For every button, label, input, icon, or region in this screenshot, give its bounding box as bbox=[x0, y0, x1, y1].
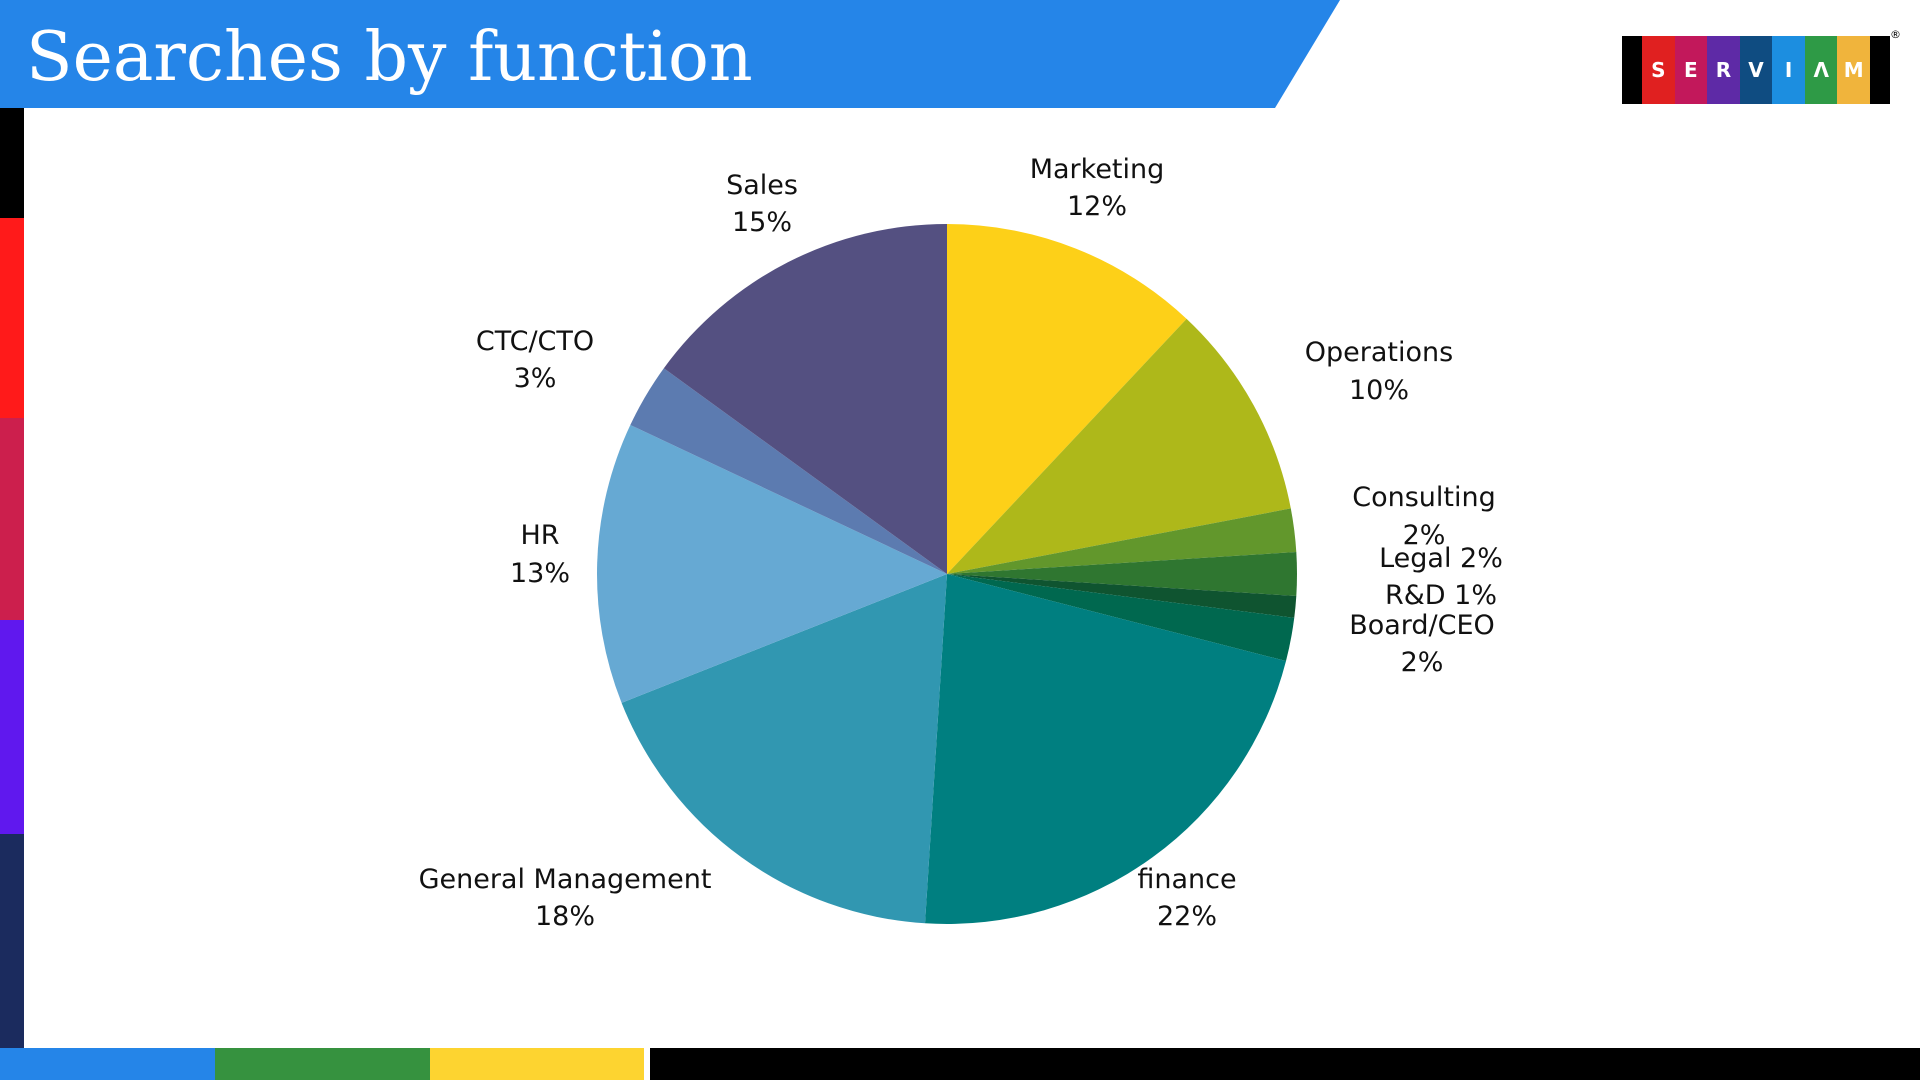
left-stripe-segment bbox=[0, 834, 24, 1048]
pie-slice-marketing bbox=[947, 224, 1187, 574]
slice-label: Consulting bbox=[1352, 482, 1496, 513]
slice-label: General Management bbox=[419, 864, 712, 895]
bottom-stripe-segment bbox=[650, 1048, 1920, 1080]
bottom-color-stripe bbox=[0, 1048, 1920, 1080]
slice-percent-label: 15% bbox=[732, 207, 792, 238]
slice-label: Sales bbox=[726, 170, 798, 201]
serviam-logo: S E R V I Λ M bbox=[1622, 36, 1890, 104]
pie-slice-ctc-cto bbox=[630, 368, 947, 574]
pie-slice-consulting bbox=[947, 508, 1297, 574]
bottom-stripe-segment bbox=[430, 1048, 644, 1080]
title-banner bbox=[0, 0, 1340, 108]
pie-slice-finance bbox=[925, 574, 1286, 925]
slice-percent-label: 10% bbox=[1349, 375, 1409, 406]
left-color-stripe bbox=[0, 108, 24, 1048]
slice-label: R&D 1% bbox=[1385, 580, 1497, 611]
bottom-stripe-segment bbox=[215, 1048, 430, 1080]
slice-percent-label: 22% bbox=[1157, 901, 1217, 932]
pie-slices bbox=[597, 224, 1298, 925]
slice-percent-label: 18% bbox=[535, 901, 595, 932]
slice-label: Operations bbox=[1305, 337, 1453, 368]
slice-percent-label: 2% bbox=[1403, 520, 1446, 551]
slice-label: Marketing bbox=[1030, 154, 1165, 185]
slice-label: Legal 2% bbox=[1379, 543, 1503, 574]
pie-slice-hr bbox=[597, 424, 947, 703]
logo-letter: S bbox=[1642, 36, 1675, 104]
logo-letter: V bbox=[1739, 36, 1773, 104]
logo-letter: Λ bbox=[1804, 36, 1838, 104]
slice-percent-label: 13% bbox=[510, 558, 570, 589]
registered-mark: ® bbox=[1890, 28, 1901, 41]
slice-label: CTC/CTO bbox=[476, 326, 594, 357]
left-stripe-segment bbox=[0, 418, 24, 620]
slice-percent-label: 2% bbox=[1401, 647, 1444, 678]
left-stripe-segment bbox=[0, 218, 24, 418]
slice-percent-label: 12% bbox=[1067, 191, 1127, 222]
slice-percent-label: 3% bbox=[514, 363, 557, 394]
pie-slice-sales bbox=[663, 224, 947, 574]
page-title: Searches by function bbox=[26, 18, 753, 97]
left-stripe-segment bbox=[0, 108, 24, 218]
pie-slice-operations bbox=[947, 318, 1291, 574]
pie-slice-general-management bbox=[621, 574, 947, 924]
pie-labels: Marketing12%Operations10%Consulting2%Leg… bbox=[419, 154, 1503, 932]
slice-label: Board/CEO bbox=[1349, 610, 1495, 641]
slice-label: finance bbox=[1137, 864, 1236, 895]
slice-label: HR bbox=[520, 520, 559, 551]
logo-letter: I bbox=[1772, 36, 1805, 104]
pie-slice-r-d bbox=[947, 574, 1297, 618]
pie-slice-board-ceo bbox=[947, 574, 1295, 662]
logo-letter: M bbox=[1837, 36, 1871, 104]
logo-letter: R bbox=[1707, 36, 1740, 104]
bottom-stripe-segment bbox=[644, 1048, 650, 1080]
bottom-stripe-segment bbox=[0, 1048, 215, 1080]
logo-letter: E bbox=[1674, 36, 1708, 104]
pie-slice-legal bbox=[947, 552, 1298, 596]
left-stripe-segment bbox=[0, 620, 24, 834]
